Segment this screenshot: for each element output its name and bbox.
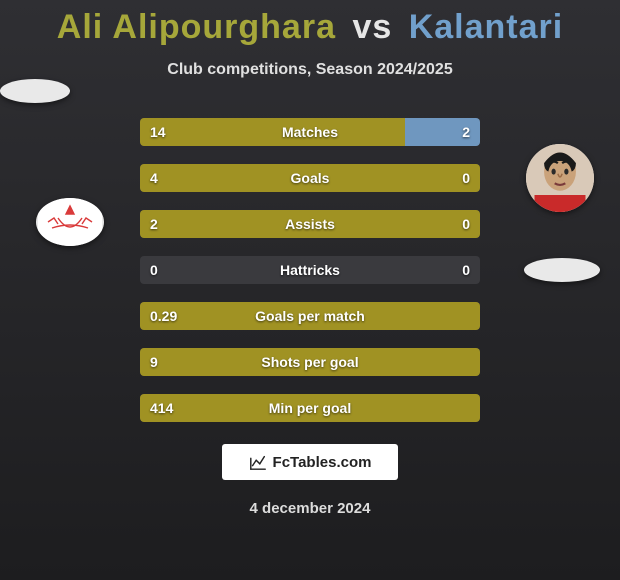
vs-text: vs: [352, 8, 392, 46]
stat-row: 414Min per goal: [140, 394, 480, 422]
stat-value-player2: 0: [462, 164, 470, 192]
player2-name: Kalantari: [409, 8, 564, 46]
stat-label: Min per goal: [140, 394, 480, 422]
stat-label: Goals per match: [140, 302, 480, 330]
stat-row: 9Shots per goal: [140, 348, 480, 376]
subtitle: Club competitions, Season 2024/2025: [0, 61, 620, 79]
page-title: Ali Alipourghara vs Kalantari: [0, 0, 620, 47]
stat-value-player2: 0: [462, 210, 470, 238]
stat-value-player2: 0: [462, 256, 470, 284]
stat-row: 4Goals0: [140, 164, 480, 192]
stat-row: 0Hattricks0: [140, 256, 480, 284]
comparison-card: Ali Alipourghara vs Kalantari Club compe…: [0, 0, 620, 580]
club-badge-icon: [36, 198, 104, 246]
avatar-icon: [526, 144, 594, 212]
brand-text: FcTables.com: [273, 454, 372, 471]
stat-label: Goals: [140, 164, 480, 192]
date-text: 4 december 2024: [0, 500, 620, 517]
player2-avatar: [526, 144, 594, 212]
brand-badge: FcTables.com: [222, 444, 398, 480]
player2-disc: [524, 258, 600, 282]
stat-label: Matches: [140, 118, 480, 146]
stat-row: 0.29Goals per match: [140, 302, 480, 330]
stat-bars: 14Matches24Goals02Assists00Hattricks00.2…: [140, 118, 480, 440]
stat-label: Shots per goal: [140, 348, 480, 376]
stat-row: 14Matches2: [140, 118, 480, 146]
player1-disc: [0, 79, 70, 103]
stat-value-player2: 2: [462, 118, 470, 146]
player1-club-badge: [36, 198, 104, 246]
stat-row: 2Assists0: [140, 210, 480, 238]
stat-label: Hattricks: [140, 256, 480, 284]
stat-label: Assists: [140, 210, 480, 238]
player1-name: Ali Alipourghara: [57, 8, 336, 46]
brand-icon: [249, 453, 267, 471]
